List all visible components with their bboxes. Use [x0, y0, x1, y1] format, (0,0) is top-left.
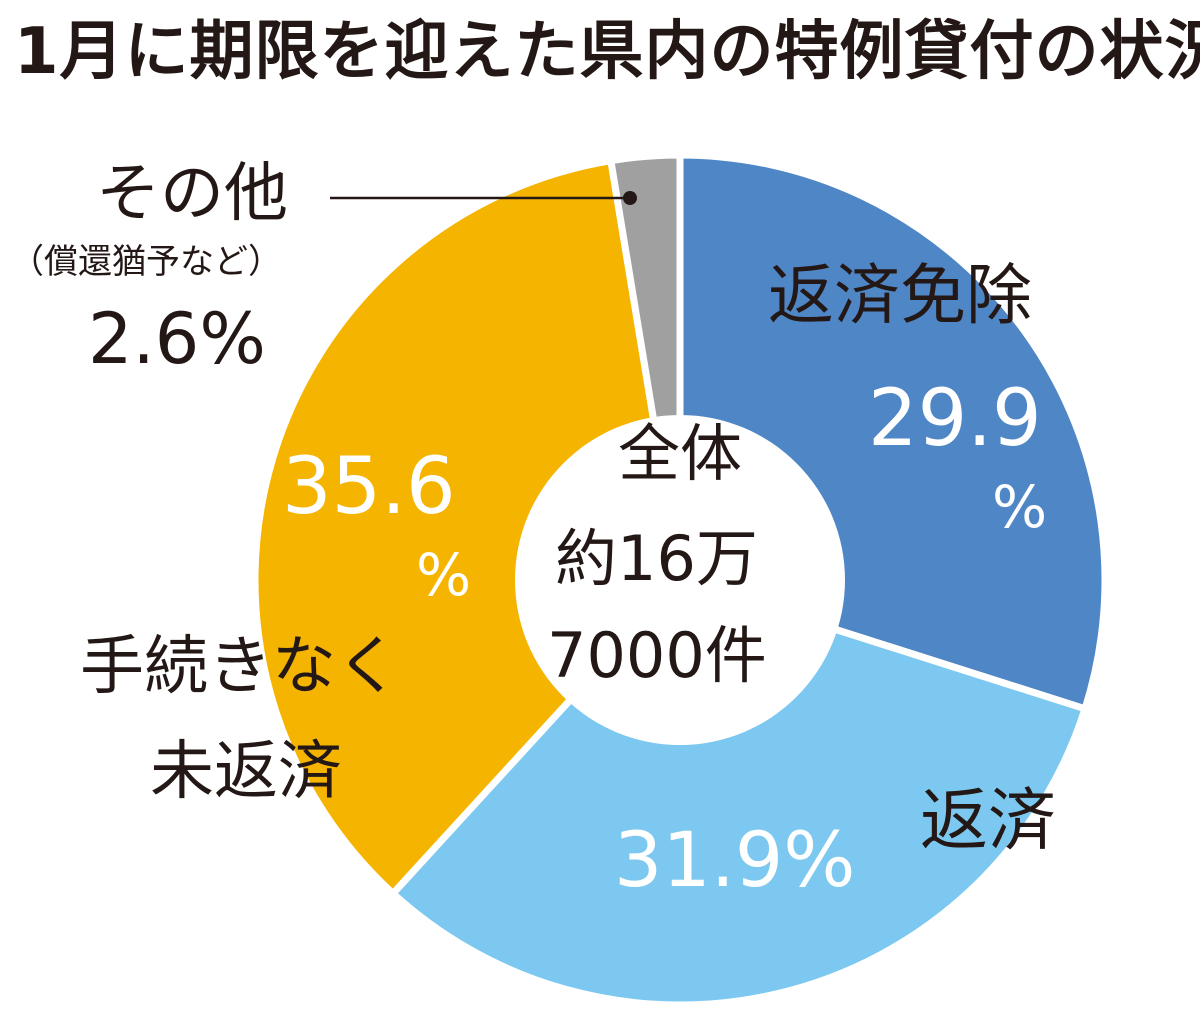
slice-label-unpaid-line1: 手続きなく [80, 630, 400, 704]
center-label-line3: 7000件 [547, 619, 767, 692]
slice-label-other: その他 [96, 157, 288, 231]
slice-unit-unpaid: % [416, 541, 472, 609]
slice-label-exempt: 返済免除 [768, 257, 1032, 334]
slice-value-exempt: 29.9 [868, 374, 1042, 464]
donut-hole [515, 415, 845, 745]
slice-sublabel-other: （償還猶予など） [10, 242, 282, 282]
slice-label-unpaid-line2: 未返済 [150, 735, 342, 809]
slice-repaid [389, 576, 1089, 1009]
chart-title: 1月に期限を迎えた県内の特例貸付の状況 [14, 15, 1200, 89]
slice-value-unpaid: 35.6 [282, 442, 456, 532]
center-label-line2: 約16万 [555, 522, 758, 595]
center-label-line1: 全体 [618, 417, 743, 490]
slice-unit-exempt: % [992, 473, 1048, 541]
slice-unpaid [251, 157, 684, 897]
slice-label-repaid: 返済 [920, 782, 1057, 861]
other-leader-dot [623, 191, 637, 205]
slice-value-repaid: 31.9% [614, 815, 856, 904]
slice-value-other: 2.6% [88, 298, 266, 380]
